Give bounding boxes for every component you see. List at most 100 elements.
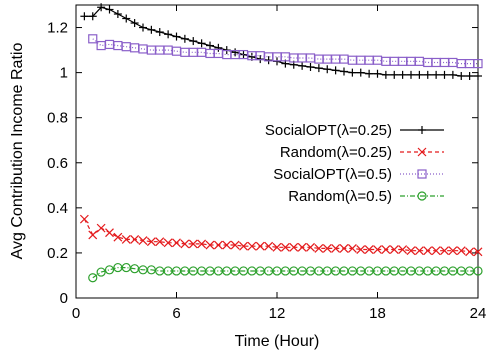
data-point bbox=[305, 53, 316, 63]
data-point bbox=[448, 70, 457, 79]
x-tick-label: 18 bbox=[369, 305, 386, 322]
data-point bbox=[381, 245, 391, 254]
data-point bbox=[423, 246, 433, 256]
data-point bbox=[439, 57, 450, 68]
data-point bbox=[222, 240, 232, 250]
series-0 bbox=[80, 3, 482, 80]
data-point bbox=[431, 57, 441, 68]
data-point bbox=[189, 37, 198, 46]
legend-label: Random(λ=0.25) bbox=[280, 144, 392, 161]
data-point bbox=[314, 54, 324, 64]
data-point bbox=[88, 273, 98, 283]
data-point bbox=[180, 239, 190, 249]
data-point bbox=[406, 246, 416, 256]
legend-marker bbox=[417, 191, 427, 201]
data-point bbox=[474, 71, 482, 80]
data-point bbox=[130, 19, 139, 28]
data-point bbox=[88, 230, 98, 240]
data-point bbox=[172, 32, 181, 41]
data-point bbox=[247, 241, 257, 251]
data-point bbox=[456, 246, 466, 256]
data-point bbox=[473, 58, 483, 69]
y-tick-label: 1.2 bbox=[47, 20, 68, 37]
x-tick-label: 0 bbox=[72, 305, 80, 322]
data-point bbox=[457, 71, 466, 80]
data-point bbox=[465, 247, 475, 257]
data-point bbox=[138, 236, 148, 245]
data-point bbox=[339, 54, 349, 64]
data-point bbox=[205, 240, 215, 250]
data-point bbox=[340, 67, 348, 76]
data-point bbox=[97, 3, 106, 12]
x-tick-label: 12 bbox=[269, 305, 286, 322]
data-point bbox=[306, 62, 315, 71]
data-point bbox=[213, 240, 223, 250]
data-point bbox=[96, 223, 106, 233]
data-point bbox=[122, 14, 131, 23]
legend-label: SocialOPT(λ=0.25) bbox=[265, 122, 392, 139]
data-point bbox=[448, 246, 458, 256]
data-point bbox=[381, 56, 391, 66]
data-point bbox=[172, 238, 181, 248]
series-3 bbox=[88, 262, 483, 283]
y-tick-label: 0.2 bbox=[47, 245, 68, 262]
data-point bbox=[390, 70, 399, 79]
data-point bbox=[197, 239, 207, 249]
data-point bbox=[256, 55, 265, 64]
data-point bbox=[155, 28, 164, 37]
data-point bbox=[298, 61, 307, 70]
data-point bbox=[121, 234, 131, 244]
data-point bbox=[389, 245, 399, 254]
data-point bbox=[197, 39, 206, 48]
data-point bbox=[440, 246, 449, 256]
data-point bbox=[146, 237, 156, 247]
data-point bbox=[465, 58, 475, 69]
data-point bbox=[347, 243, 357, 253]
data-point bbox=[104, 265, 115, 275]
data-point bbox=[314, 243, 324, 253]
legend-entry: Random(λ=0.25) bbox=[280, 144, 444, 161]
data-point bbox=[214, 43, 223, 52]
data-point bbox=[356, 55, 366, 65]
data-point bbox=[80, 12, 89, 21]
y-tick-label: 1 bbox=[60, 65, 68, 82]
y-axis-title: Avg Contribution Income Ratio bbox=[9, 43, 26, 260]
data-point bbox=[255, 241, 265, 251]
data-point bbox=[373, 69, 382, 78]
x-tick-label: 24 bbox=[470, 305, 487, 322]
x-axis-title: Time (Hour) bbox=[235, 333, 320, 350]
data-point bbox=[381, 70, 390, 79]
data-point bbox=[331, 243, 341, 253]
data-point bbox=[146, 45, 156, 55]
data-point bbox=[297, 53, 307, 63]
data-point bbox=[171, 46, 182, 56]
data-point bbox=[398, 70, 407, 79]
data-point bbox=[473, 266, 483, 276]
data-point bbox=[398, 245, 408, 254]
data-point bbox=[289, 242, 299, 252]
data-point bbox=[473, 247, 483, 257]
data-point bbox=[339, 243, 349, 253]
series-1 bbox=[79, 214, 483, 257]
data-point bbox=[264, 56, 273, 65]
data-point bbox=[231, 48, 240, 57]
y-tick-label: 0.8 bbox=[47, 110, 68, 127]
data-point bbox=[373, 245, 382, 254]
data-point bbox=[230, 240, 240, 250]
legend-label: SocialOPT(λ=0.5) bbox=[273, 166, 392, 183]
series-line bbox=[92, 38, 478, 65]
data-point bbox=[139, 23, 147, 32]
data-point bbox=[398, 56, 408, 66]
data-point bbox=[264, 241, 274, 251]
data-point bbox=[306, 242, 315, 252]
data-point bbox=[407, 70, 415, 79]
data-point bbox=[348, 68, 357, 77]
legend-entry: SocialOPT(λ=0.5) bbox=[273, 166, 444, 183]
data-point bbox=[130, 43, 140, 53]
data-point bbox=[147, 25, 156, 34]
series-2 bbox=[88, 34, 483, 69]
data-point bbox=[164, 30, 173, 39]
series-line bbox=[92, 267, 478, 279]
data-point bbox=[432, 70, 441, 79]
series-layer bbox=[79, 3, 483, 283]
